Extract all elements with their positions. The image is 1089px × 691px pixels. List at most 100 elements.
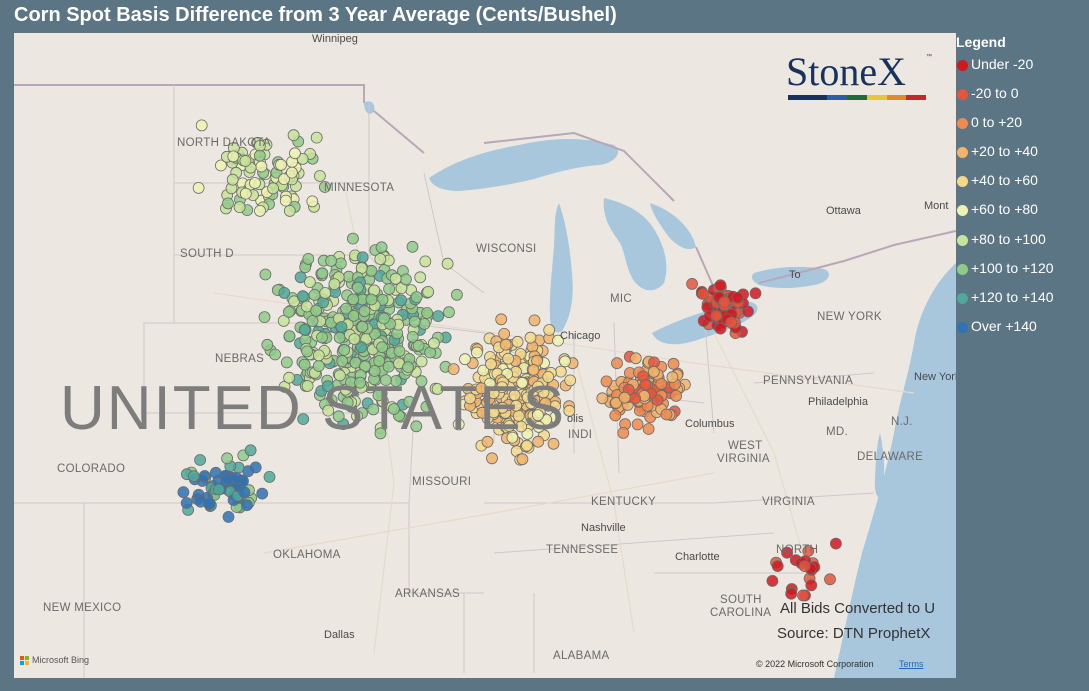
basis-point[interactable] xyxy=(249,177,261,189)
basis-point[interactable] xyxy=(244,444,257,457)
basis-point[interactable] xyxy=(639,379,652,391)
basis-point[interactable] xyxy=(301,380,314,392)
basis-point[interactable] xyxy=(297,413,310,426)
basis-point[interactable] xyxy=(261,338,274,351)
basis-point[interactable] xyxy=(226,173,239,186)
basis-point[interactable] xyxy=(564,374,577,387)
basis-point[interactable] xyxy=(521,391,534,404)
basis-point[interactable] xyxy=(470,346,483,359)
legend-item[interactable]: +20 to +40 xyxy=(956,141,1086,170)
basis-point[interactable] xyxy=(278,173,290,186)
basis-point[interactable] xyxy=(415,355,428,368)
basis-point[interactable] xyxy=(312,349,325,362)
basis-point[interactable] xyxy=(629,352,642,365)
basis-point[interactable] xyxy=(275,158,287,171)
basis-point[interactable] xyxy=(532,409,544,422)
basis-point[interactable] xyxy=(230,471,243,484)
basis-point[interactable] xyxy=(510,399,523,412)
basis-point[interactable] xyxy=(443,306,455,319)
basis-point[interactable] xyxy=(313,170,326,182)
basis-point[interactable] xyxy=(277,314,290,327)
basis-point[interactable] xyxy=(310,304,323,317)
basis-point[interactable] xyxy=(287,129,300,142)
basis-point[interactable] xyxy=(354,376,367,389)
basis-point[interactable] xyxy=(316,267,329,280)
basis-point[interactable] xyxy=(239,187,252,200)
basis-point[interactable] xyxy=(322,404,335,417)
basis-point[interactable] xyxy=(670,389,682,402)
basis-point[interactable] xyxy=(552,334,564,347)
basis-point[interactable] xyxy=(647,365,660,378)
basis-point[interactable] xyxy=(487,406,500,419)
basis-point[interactable] xyxy=(539,397,552,410)
basis-point[interactable] xyxy=(280,356,293,369)
basis-point[interactable] xyxy=(249,461,262,474)
basis-point[interactable] xyxy=(263,470,276,483)
basis-point[interactable] xyxy=(374,253,387,265)
basis-point[interactable] xyxy=(298,323,311,336)
basis-point[interactable] xyxy=(542,371,555,383)
basis-point[interactable] xyxy=(212,483,225,496)
basis-point[interactable] xyxy=(253,149,266,162)
basis-point[interactable] xyxy=(367,403,380,416)
basis-point[interactable] xyxy=(194,495,207,508)
legend-item[interactable]: +60 to +80 xyxy=(956,199,1086,228)
basis-point[interactable] xyxy=(356,251,369,264)
basis-point[interactable] xyxy=(771,560,784,572)
basis-point[interactable] xyxy=(547,437,560,450)
basis-point[interactable] xyxy=(283,330,296,343)
basis-point[interactable] xyxy=(414,271,427,284)
basis-point[interactable] xyxy=(321,380,334,393)
basis-point[interactable] xyxy=(420,400,433,413)
basis-point[interactable] xyxy=(667,357,680,370)
basis-point[interactable] xyxy=(393,345,406,358)
basis-point[interactable] xyxy=(731,291,744,304)
basis-point[interactable] xyxy=(255,160,268,173)
basis-point[interactable] xyxy=(347,293,360,306)
basis-point[interactable] xyxy=(214,159,227,172)
basis-point[interactable] xyxy=(432,310,445,323)
basis-point[interactable] xyxy=(198,470,211,482)
basis-point[interactable] xyxy=(351,281,364,294)
basis-point[interactable] xyxy=(379,374,392,387)
basis-point[interactable] xyxy=(177,486,190,499)
basis-point[interactable] xyxy=(516,453,529,466)
basis-point[interactable] xyxy=(496,381,509,394)
basis-point[interactable] xyxy=(258,311,271,324)
legend-item[interactable]: +120 to +140 xyxy=(956,287,1086,316)
basis-point[interactable] xyxy=(328,278,341,291)
basis-point[interactable] xyxy=(296,290,309,303)
basis-point[interactable] xyxy=(375,241,388,254)
basis-point[interactable] xyxy=(382,360,395,373)
basis-point[interactable] xyxy=(611,357,623,370)
basis-point[interactable] xyxy=(714,279,727,292)
basis-point[interactable] xyxy=(294,271,307,284)
basis-point[interactable] xyxy=(333,331,346,344)
basis-point[interactable] xyxy=(714,322,727,335)
basis-point[interactable] xyxy=(283,371,296,384)
basis-point[interactable] xyxy=(338,344,351,356)
basis-point[interactable] xyxy=(502,352,515,365)
basis-point[interactable] xyxy=(341,396,354,409)
basis-point[interactable] xyxy=(666,371,679,384)
basis-point[interactable] xyxy=(749,287,762,300)
basis-point[interactable] xyxy=(418,318,431,330)
basis-point[interactable] xyxy=(387,403,400,415)
basis-point[interactable] xyxy=(660,408,673,421)
basis-point[interactable] xyxy=(824,573,836,586)
basis-point[interactable] xyxy=(318,181,331,193)
basis-point[interactable] xyxy=(419,255,432,268)
basis-point[interactable] xyxy=(227,150,240,163)
basis-point[interactable] xyxy=(192,181,205,194)
basis-point[interactable] xyxy=(269,348,282,361)
basis-point[interactable] xyxy=(194,454,207,466)
basis-point[interactable] xyxy=(543,324,556,336)
basis-point[interactable] xyxy=(697,287,709,300)
basis-point[interactable] xyxy=(222,197,234,210)
basis-point[interactable] xyxy=(477,364,490,377)
basis-point[interactable] xyxy=(298,358,311,371)
basis-point[interactable] xyxy=(503,420,516,432)
basis-point[interactable] xyxy=(610,396,622,409)
basis-point[interactable] xyxy=(506,431,519,444)
basis-point[interactable] xyxy=(209,466,222,479)
